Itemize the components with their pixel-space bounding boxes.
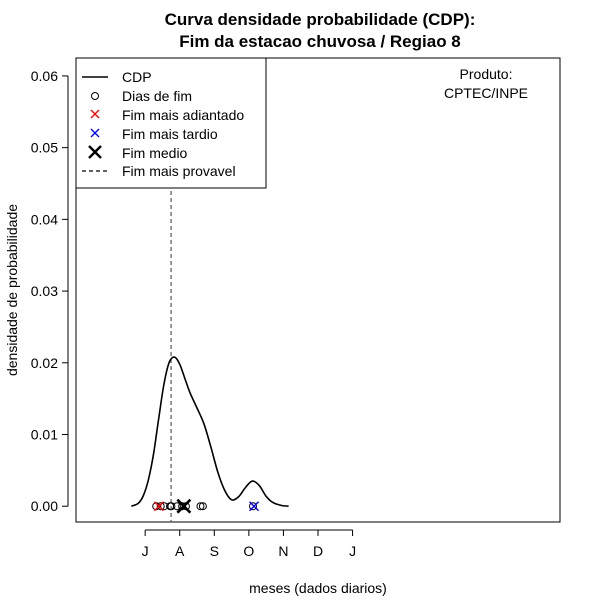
legend-earliest-end-symbol <box>90 109 100 119</box>
chart-title-line-1: Curva densidade probabilidade (CDP): <box>165 10 476 29</box>
product-label: Produto: <box>460 66 513 82</box>
end-day-point <box>156 502 165 511</box>
legend-latest-end-label: Fim mais tardio <box>122 126 218 142</box>
end-day-point <box>167 502 176 511</box>
legend-mean-end-label: Fim medio <box>122 145 188 161</box>
x-axis-label: meses (dados diarios) <box>249 580 387 596</box>
x-tick-label: D <box>313 543 323 559</box>
y-tick-label: 0.04 <box>31 211 58 227</box>
legend-end-day-label: Dias de fim <box>122 88 192 104</box>
legend-cdp-label: CDP <box>122 69 152 85</box>
legend-end-day-symbol <box>91 92 99 100</box>
y-tick-label: 0.01 <box>31 427 58 443</box>
y-tick-label: 0.06 <box>31 68 58 84</box>
latest-end-marker <box>249 501 260 512</box>
legend-latest-end-symbol <box>90 128 100 138</box>
end-day-point <box>196 502 205 511</box>
x-tick-label: J <box>142 543 149 559</box>
legend-mean-end-symbol <box>88 145 102 159</box>
y-tick-label: 0.02 <box>31 355 58 371</box>
x-tick-label: S <box>210 543 219 559</box>
y-tick-label: 0.03 <box>31 283 58 299</box>
end-day-point <box>249 502 258 511</box>
earliest-end-marker <box>153 501 164 512</box>
chart-title-line-2: Fim da estacao chuvosa / Regiao 8 <box>179 32 461 51</box>
y-tick-label: 0.05 <box>31 140 58 156</box>
legend-most-probable-label: Fim mais provavel <box>122 163 236 179</box>
x-tick-label: N <box>278 543 288 559</box>
cdp-curve <box>130 356 289 507</box>
mean-end-marker <box>176 498 192 514</box>
end-day-point <box>172 502 181 511</box>
legend-box <box>75 57 267 189</box>
y-tick-label: 0.00 <box>31 498 58 514</box>
end-day-point <box>198 502 207 511</box>
product-source: CPTEC/INPE <box>444 85 528 101</box>
y-axis: 0.00 0.01 0.02 0.03 0.04 0.05 0.06 <box>31 68 69 514</box>
x-tick-label: A <box>175 543 185 559</box>
y-axis-label: densidade de probabilidade <box>4 204 20 376</box>
x-tick-label: J <box>349 543 356 559</box>
legend: CDP Dias de fim Fim mais adiantado Fim m… <box>75 57 267 189</box>
x-tick-label: O <box>243 543 254 559</box>
legend-earliest-end-label: Fim mais adiantado <box>122 107 244 123</box>
plot-frame <box>75 57 561 523</box>
end-day-points <box>152 498 260 514</box>
